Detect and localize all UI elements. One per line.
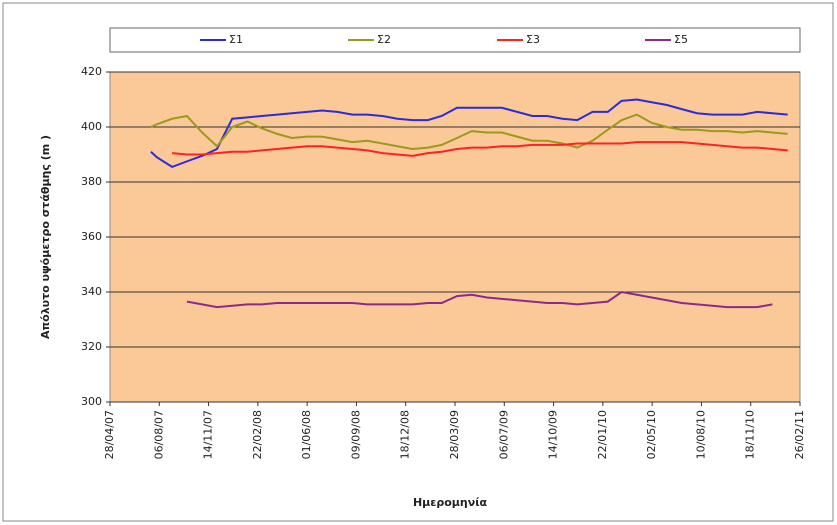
x-tick-label: 28/04/07: [103, 410, 116, 459]
series-line: [150, 98, 788, 168]
x-tick-label: 28/03/09: [448, 410, 461, 459]
x-tick-label: 10/08/10: [694, 410, 707, 459]
series-line: [186, 290, 773, 309]
y-tick-label: 320: [81, 340, 102, 353]
x-axis-title: Ημερομηνία: [413, 496, 488, 509]
y-tick-label: 400: [81, 120, 102, 133]
legend-label: Σ2: [377, 33, 391, 46]
y-tick-label: 380: [81, 175, 102, 188]
y-tick-label: 360: [81, 230, 102, 243]
y-tick-label: 300: [81, 395, 102, 408]
y-axis-title: Απόλυτο υψόμετρο στάθμης (m ): [39, 135, 52, 339]
x-tick-label: 22/02/08: [251, 410, 264, 459]
x-tick-label: 14/11/07: [202, 410, 215, 459]
y-tick-label: 420: [81, 65, 102, 78]
legend-label: Σ5: [674, 33, 688, 46]
x-tick-label: 14/10/09: [547, 410, 560, 459]
x-tick-label: 06/07/09: [497, 410, 510, 459]
series-line: [172, 141, 788, 157]
x-tick-label: 01/06/08: [300, 410, 313, 459]
x-tick-label: 22/01/10: [596, 410, 609, 459]
legend-label: Σ3: [526, 33, 540, 46]
x-tick-label: 09/09/08: [349, 410, 362, 459]
x-tick-label: 06/08/07: [152, 410, 165, 459]
x-tick-label: 02/05/10: [645, 410, 658, 459]
legend-label: Σ1: [229, 33, 243, 46]
y-tick-label: 340: [81, 285, 102, 298]
x-tick-label: 18/11/10: [744, 410, 757, 459]
x-tick-label: 18/12/08: [399, 410, 412, 459]
x-tick-label: 26/02/11: [793, 410, 806, 459]
series-line: [150, 113, 788, 151]
